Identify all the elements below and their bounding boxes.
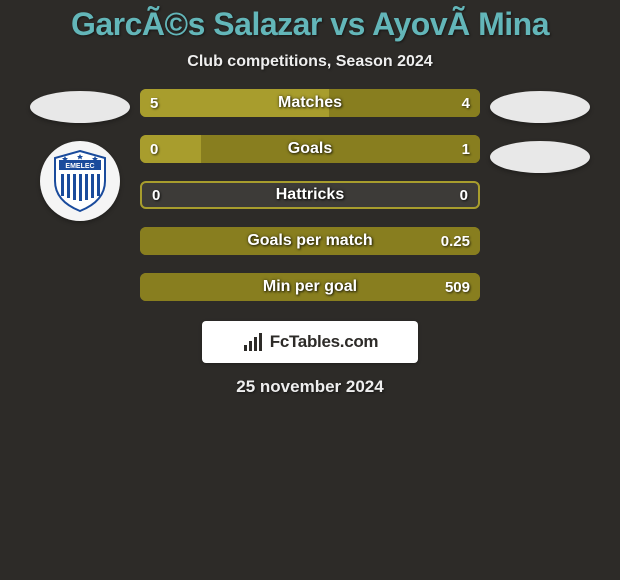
club-left-badge: EMELEC [40, 141, 120, 221]
badge-text: EMELEC [65, 163, 94, 170]
bar-right-fill [140, 227, 480, 255]
stat-bar-min-per-goal: Min per goal509 [140, 273, 480, 301]
date-text: 25 november 2024 [236, 377, 383, 397]
stat-bar-goals: Goals01 [140, 135, 480, 163]
subtitle: Club competitions, Season 2024 [187, 53, 432, 71]
bar-value-left: 0 [152, 183, 160, 207]
bar-right-fill [329, 89, 480, 117]
emelec-badge-icon: EMELEC [45, 146, 115, 216]
bar-right-fill [140, 273, 480, 301]
bar-left-fill [140, 89, 329, 117]
bar-label: Hattricks [142, 183, 478, 207]
branding-badge: FcTables.com [202, 321, 418, 363]
right-column [480, 89, 600, 173]
fctables-icon [242, 331, 264, 353]
bar-right-fill [201, 135, 480, 163]
stat-bar-goals-per-match: Goals per match0.25 [140, 227, 480, 255]
bar-value-right: 0 [460, 183, 468, 207]
stat-bars: Matches54 Goals01 Hattricks0 0 Goals per mat… [140, 89, 480, 301]
bar-left-fill [140, 135, 201, 163]
branding-text: FcTables.com [270, 332, 379, 352]
comparison-area: EMELEC [0, 89, 620, 301]
player-right-avatar [490, 91, 590, 123]
left-column: EMELEC [20, 89, 140, 221]
stat-bar-hattricks: Hattricks0 0 [140, 181, 480, 209]
page-title: GarcÃ©s Salazar vs AyovÃ­ Mina [71, 6, 549, 43]
stat-bar-matches: Matches54 [140, 89, 480, 117]
club-right-badge [490, 141, 590, 173]
player-left-avatar [30, 91, 130, 123]
